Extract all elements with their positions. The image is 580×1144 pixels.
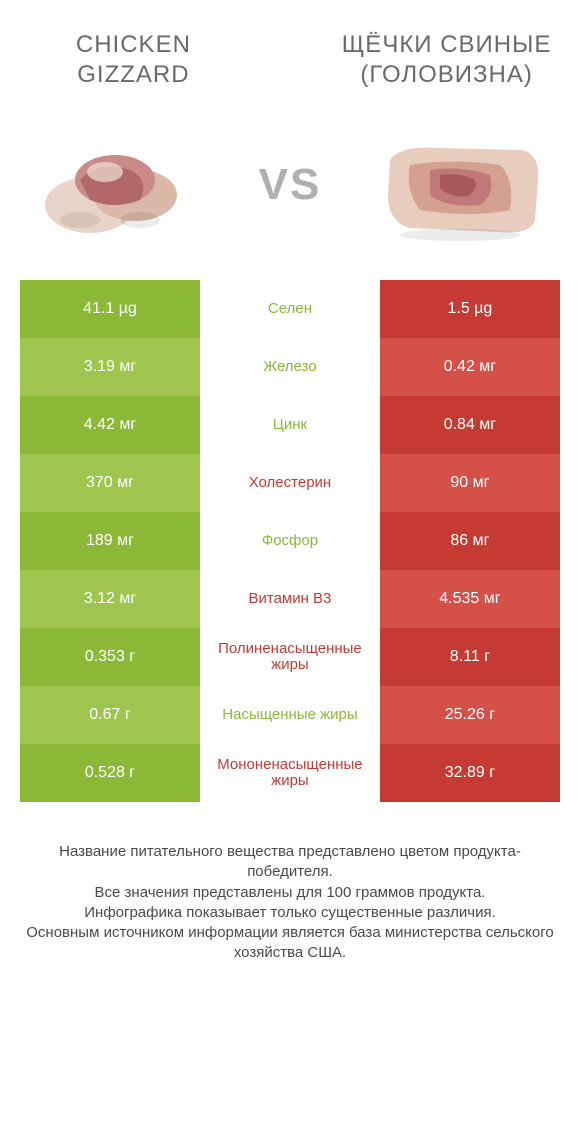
value-left: 189 мг bbox=[20, 512, 200, 570]
nutrient-label: Железо bbox=[200, 338, 380, 396]
footer-notes: Название питательного вещества представл… bbox=[0, 802, 580, 964]
value-right: 8.11 г bbox=[380, 628, 560, 686]
nutrient-label: Цинк bbox=[200, 396, 380, 454]
table-row: 370 мгХолестерин90 мг bbox=[20, 454, 560, 512]
value-left: 0.67 г bbox=[20, 686, 200, 744]
table-row: 3.12 мгВитамин B34.535 мг bbox=[20, 570, 560, 628]
nutrient-label: Холестерин bbox=[200, 454, 380, 512]
value-right: 1.5 µg bbox=[380, 280, 560, 338]
value-left: 3.19 мг bbox=[20, 338, 200, 396]
comparison-table: 41.1 µgСелен1.5 µg3.19 мгЖелезо0.42 мг4.… bbox=[20, 280, 560, 802]
table-row: 189 мгФосфор86 мг bbox=[20, 512, 560, 570]
value-left: 0.528 г bbox=[20, 744, 200, 802]
nutrient-label: Фосфор bbox=[200, 512, 380, 570]
value-right: 4.535 мг bbox=[380, 570, 560, 628]
value-right: 86 мг bbox=[380, 512, 560, 570]
table-row: 0.353 гПолиненасыщенные жиры8.11 г bbox=[20, 628, 560, 686]
value-left: 3.12 мг bbox=[20, 570, 200, 628]
value-right: 0.42 мг bbox=[380, 338, 560, 396]
table-row: 4.42 мгЦинк0.84 мг bbox=[20, 396, 560, 454]
footer-line: Название питательного вещества представл… bbox=[25, 842, 555, 883]
value-right: 32.89 г bbox=[380, 744, 560, 802]
nutrient-label: Полиненасыщенные жиры bbox=[200, 628, 380, 686]
nutrient-label: Селен bbox=[200, 280, 380, 338]
value-left: 4.42 мг bbox=[20, 396, 200, 454]
vs-label: VS bbox=[259, 160, 322, 210]
value-right: 90 мг bbox=[380, 454, 560, 512]
footer-line: Инфографика показывает только существенн… bbox=[25, 903, 555, 923]
table-row: 41.1 µgСелен1.5 µg bbox=[20, 280, 560, 338]
footer-line: Все значения представлены для 100 граммо… bbox=[25, 883, 555, 903]
value-left: 370 мг bbox=[20, 454, 200, 512]
value-right: 0.84 мг bbox=[380, 396, 560, 454]
nutrient-label: Насыщенные жиры bbox=[200, 686, 380, 744]
value-left: 41.1 µg bbox=[20, 280, 200, 338]
product-left-title: CHICKEN GIZZARD bbox=[20, 30, 247, 90]
product-right-title: ЩЁЧКИ СВИНЫЕ (ГОЛОВИЗНА) bbox=[333, 30, 560, 90]
value-right: 25.26 г bbox=[380, 686, 560, 744]
nutrient-label: Витамин B3 bbox=[200, 570, 380, 628]
product-left-image bbox=[20, 110, 220, 260]
nutrient-label: Мононенасыщенные жиры bbox=[200, 744, 380, 802]
table-row: 3.19 мгЖелезо0.42 мг bbox=[20, 338, 560, 396]
footer-line: Основным источником информации является … bbox=[25, 923, 555, 964]
table-row: 0.67 гНасыщенные жиры25.26 г bbox=[20, 686, 560, 744]
table-row: 0.528 гМононенасыщенные жиры32.89 г bbox=[20, 744, 560, 802]
product-right-image bbox=[360, 110, 560, 260]
value-left: 0.353 г bbox=[20, 628, 200, 686]
